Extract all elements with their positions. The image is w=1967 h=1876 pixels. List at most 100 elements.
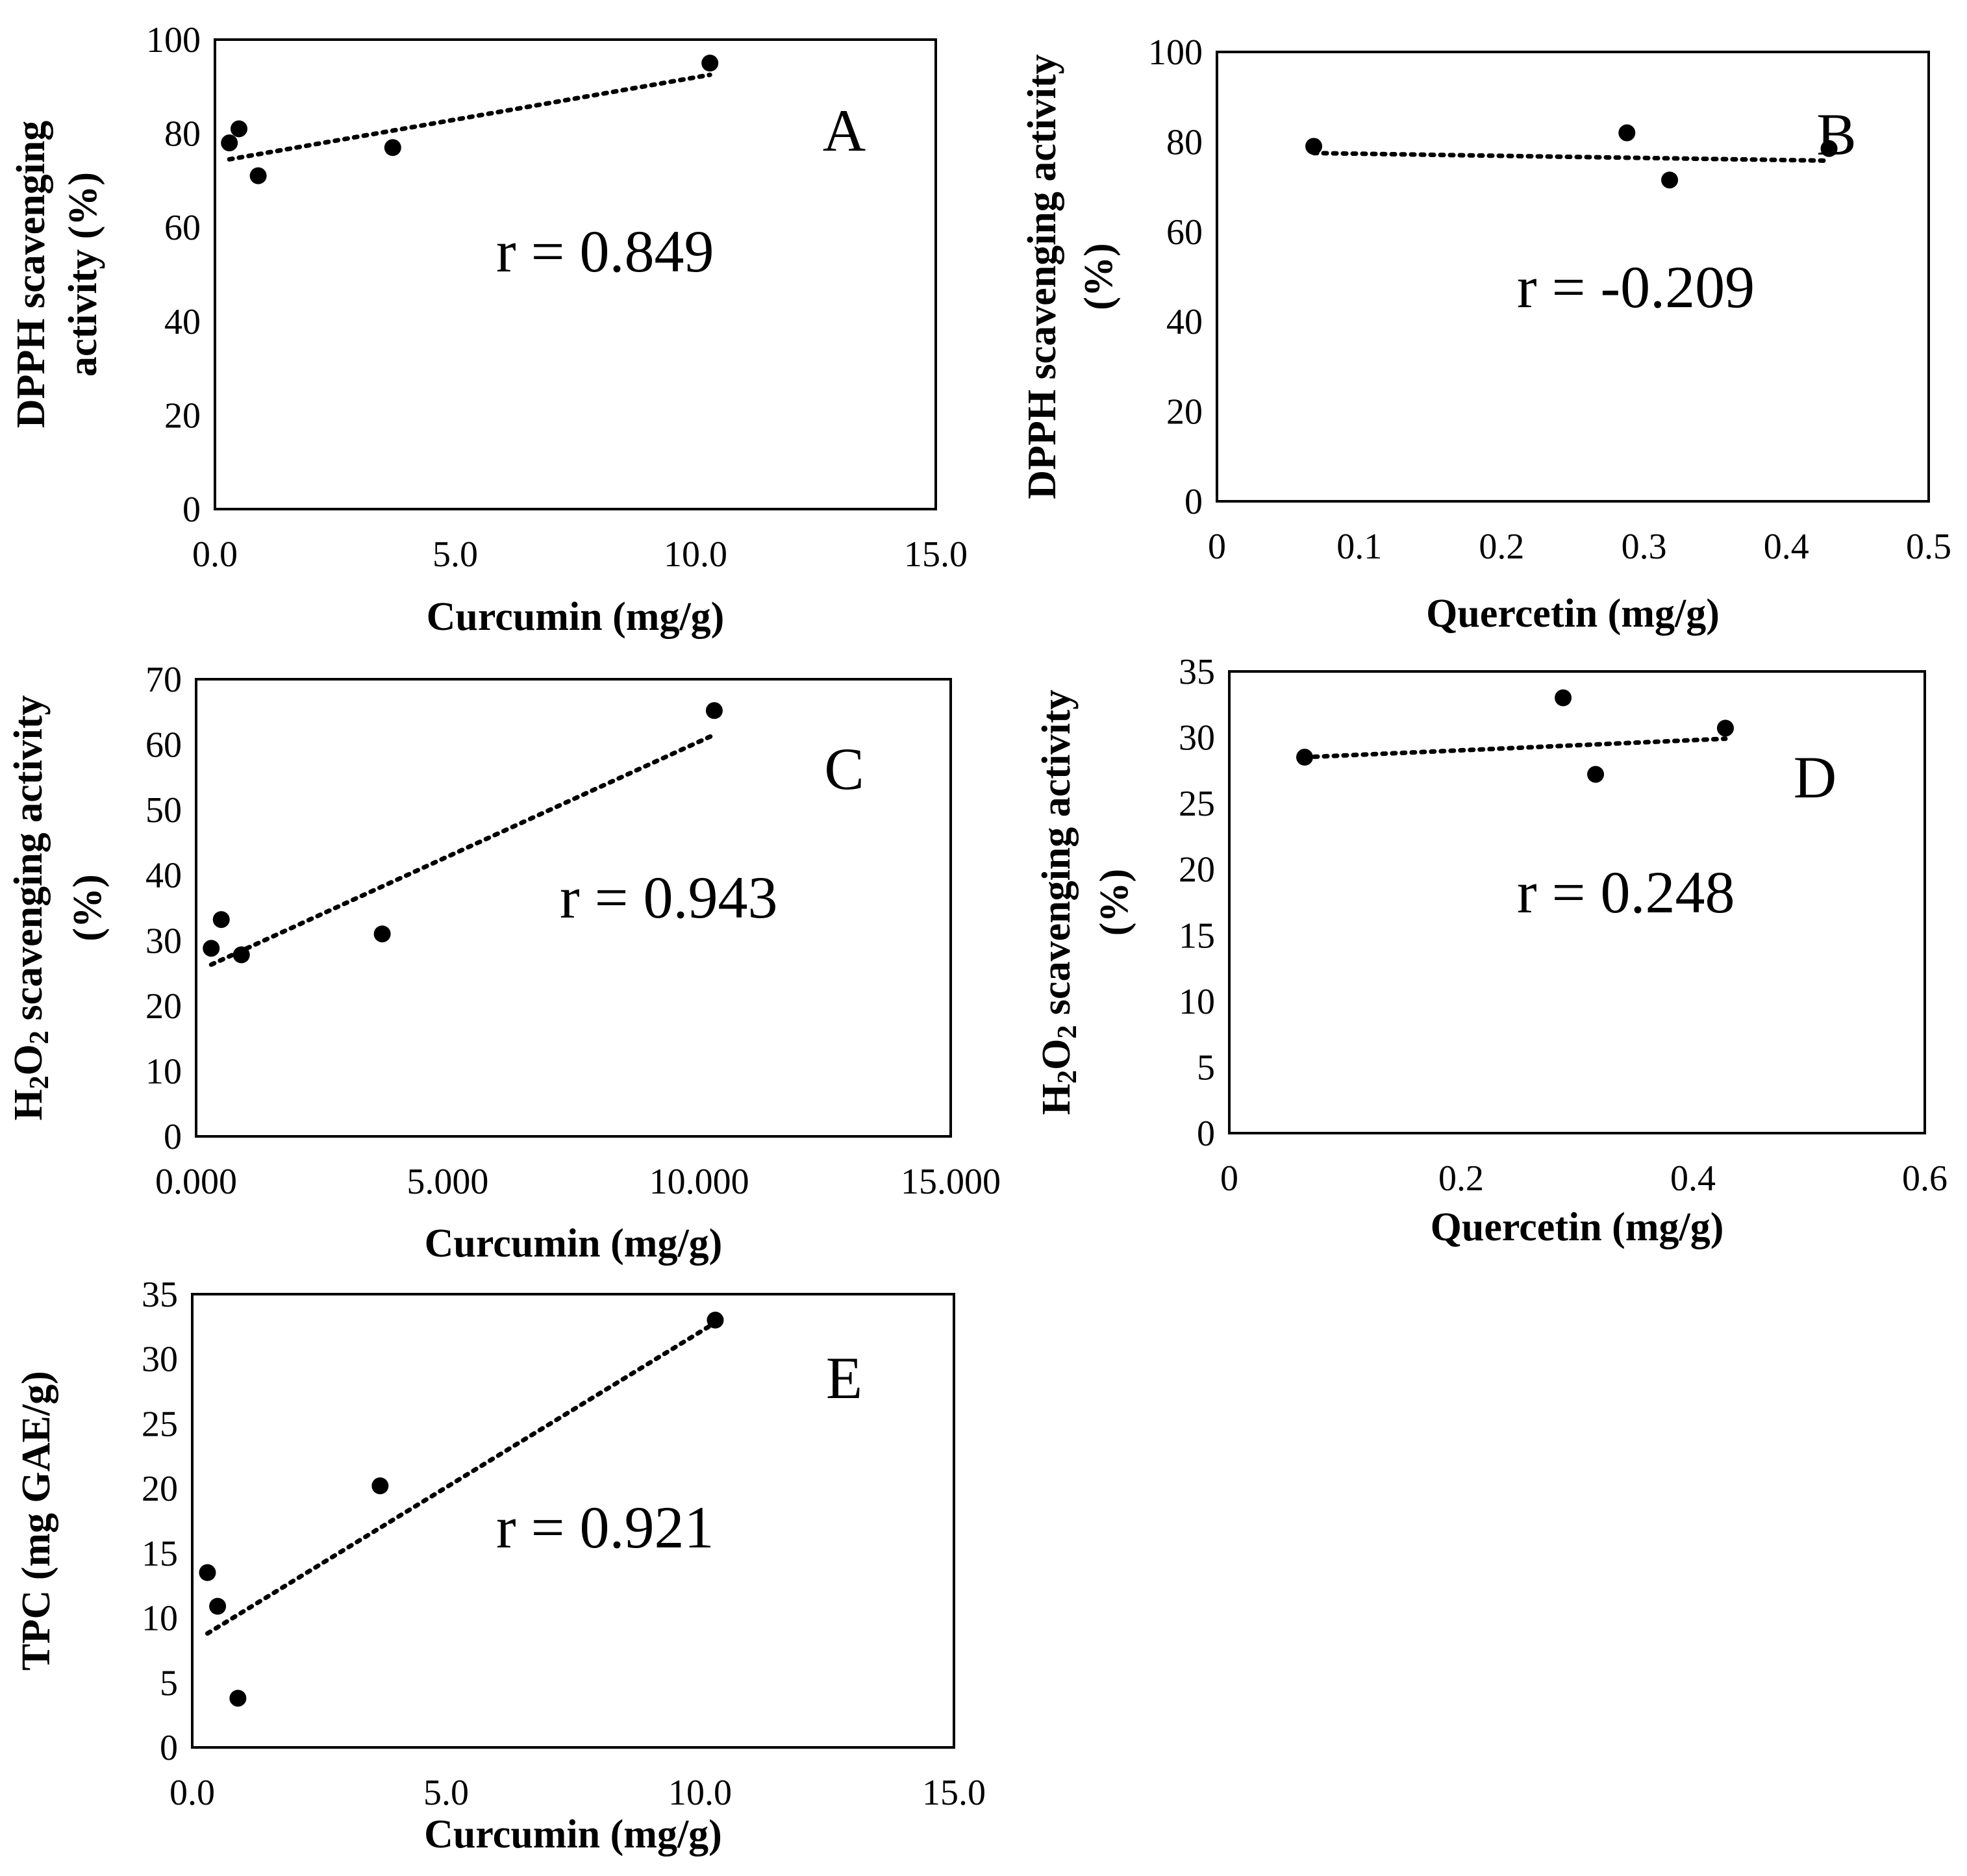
x-tick-label: 0.6 [1902, 1158, 1948, 1199]
y-axis-title: DPPH scavenging activity [1020, 54, 1064, 499]
chart-panel-b: 0 0.1 0.2 0.3 0.4 0.5 0 20 40 60 80 100 Quercetin (m… [1020, 32, 1951, 636]
y-tick-label: 30 [145, 921, 182, 961]
data-point [203, 940, 220, 957]
x-tick-label: 5.000 [407, 1162, 488, 1202]
x-axis-title: Quercetin (mg/g) [1426, 592, 1720, 636]
y-tick-label: 25 [1179, 784, 1215, 824]
data-point [199, 1564, 216, 1581]
y-tick-label: 35 [142, 1275, 178, 1315]
y-tick-label: 0 [182, 490, 201, 530]
correlation-annotation: r = 0.943 [560, 864, 778, 931]
panel-label: D [1794, 744, 1836, 810]
data-point [373, 925, 391, 943]
correlation-annotation: r = 0.849 [496, 218, 714, 284]
x-tick-label: 15.0 [922, 1773, 986, 1813]
data-point [371, 1477, 389, 1495]
plot-frame [214, 38, 937, 510]
y-tick-label: 25 [142, 1404, 178, 1444]
x-tick-label: 0.000 [155, 1162, 237, 1202]
data-point [1587, 766, 1605, 783]
panel-label: B [1816, 101, 1856, 168]
y-tick-label: 0 [1197, 1114, 1215, 1154]
correlation-annotation: r = 0.248 [1517, 859, 1735, 925]
y-tick-label: 15 [142, 1534, 178, 1574]
y-tick-label: 60 [1166, 212, 1203, 253]
panel-label: A [823, 97, 866, 164]
x-tick-label: 0.2 [1438, 1158, 1484, 1199]
x-tick-label: 0.4 [1670, 1158, 1716, 1199]
trendline [208, 732, 717, 967]
y-tick-label: 0 [164, 1117, 182, 1157]
y-tick-label: 60 [164, 208, 201, 248]
y-tick-label: 35 [1179, 652, 1215, 692]
y-tick-label: 40 [1166, 302, 1203, 342]
plot-frame [1216, 51, 1930, 503]
y-axis-title: H2O2 scavenging activity [1034, 690, 1083, 1115]
y-axis-title: TPC (mg GAE/g) [14, 1371, 58, 1671]
data-point [384, 139, 401, 156]
x-tick-label: 5.0 [432, 534, 478, 575]
y-tick-label: 10 [1179, 982, 1215, 1022]
y-tick-label: 10 [142, 1599, 178, 1639]
x-axis-title: Curcumin (mg/g) [427, 595, 725, 639]
x-tick-label: 15.0 [904, 534, 968, 575]
y-tick-label: 5 [160, 1663, 178, 1703]
chart-panel-a: 0.0 5.0 10.0 15.0 0 20 40 60 80 100 Curcumin (mg/g… [9, 20, 968, 639]
y-tick-label: 20 [1166, 392, 1203, 432]
correlation-annotation: r = 0.921 [496, 1494, 714, 1560]
x-tick-label: 10.0 [664, 534, 727, 575]
data-point [707, 1311, 724, 1329]
plot-frame [191, 1293, 955, 1749]
data-point [1820, 140, 1838, 157]
y-axis-title: H2O2 scavenging activity [6, 695, 55, 1120]
y-tick-label: 30 [142, 1340, 178, 1380]
x-tick-label: 0.3 [1622, 527, 1667, 567]
data-point [249, 167, 267, 184]
x-tick-label: 0 [1220, 1158, 1238, 1199]
y-tick-label: 15 [1179, 916, 1215, 956]
x-tick-label: 5.0 [423, 1773, 469, 1813]
y-tick-label: 60 [145, 725, 182, 766]
data-point [701, 55, 719, 72]
y-tick-label: 40 [164, 302, 201, 342]
x-tick-label: 10.0 [668, 1773, 732, 1813]
y-tick-label: 100 [146, 20, 201, 60]
y-tick-label: 20 [142, 1469, 178, 1509]
y-tick-label: 20 [145, 986, 182, 1027]
y-axis-title: (%) [66, 874, 110, 941]
trendline [1311, 151, 1832, 163]
y-tick-label: 80 [164, 114, 201, 155]
data-point [1555, 689, 1572, 707]
x-tick-label: 0.0 [192, 534, 238, 575]
data-point [1305, 138, 1323, 155]
data-point [209, 1597, 227, 1615]
x-axis-title: Curcumin (mg/g) [425, 1221, 723, 1266]
y-tick-label: 30 [1179, 718, 1215, 758]
y-tick-label: 80 [1166, 122, 1203, 162]
data-point [1716, 719, 1734, 737]
y-axis-title: DPPH scavenging [9, 121, 53, 429]
data-point [705, 702, 723, 719]
y-tick-label: 100 [1148, 32, 1203, 73]
y-axis-title: (%) [1077, 243, 1121, 310]
data-point [1296, 749, 1314, 766]
x-tick-label: 0.5 [1906, 527, 1951, 567]
x-axis-title: Quercetin (mg/g) [1431, 1205, 1724, 1249]
data-point [231, 120, 247, 138]
y-axis-title: activity (%) [61, 172, 105, 377]
trendline [227, 72, 712, 162]
y-tick-label: 5 [1197, 1047, 1215, 1088]
plot-frame [1228, 670, 1926, 1134]
y-tick-label: 0 [1184, 482, 1203, 522]
y-tick-label: 40 [145, 856, 182, 896]
panel-label: C [824, 736, 864, 802]
y-tick-label: 20 [164, 395, 201, 436]
data-point [212, 911, 230, 929]
y-tick-label: 50 [145, 790, 182, 831]
x-axis-title: Curcumin (mg/g) [424, 1812, 722, 1857]
y-tick-label: 10 [145, 1051, 182, 1092]
chart-panel-c: 0.000 5.000 10.000 15.000 0 10 20 30 40 50 60 70 Cur… [6, 660, 1001, 1266]
x-tick-label: 0.2 [1479, 527, 1524, 567]
x-tick-label: 0.4 [1764, 527, 1809, 567]
